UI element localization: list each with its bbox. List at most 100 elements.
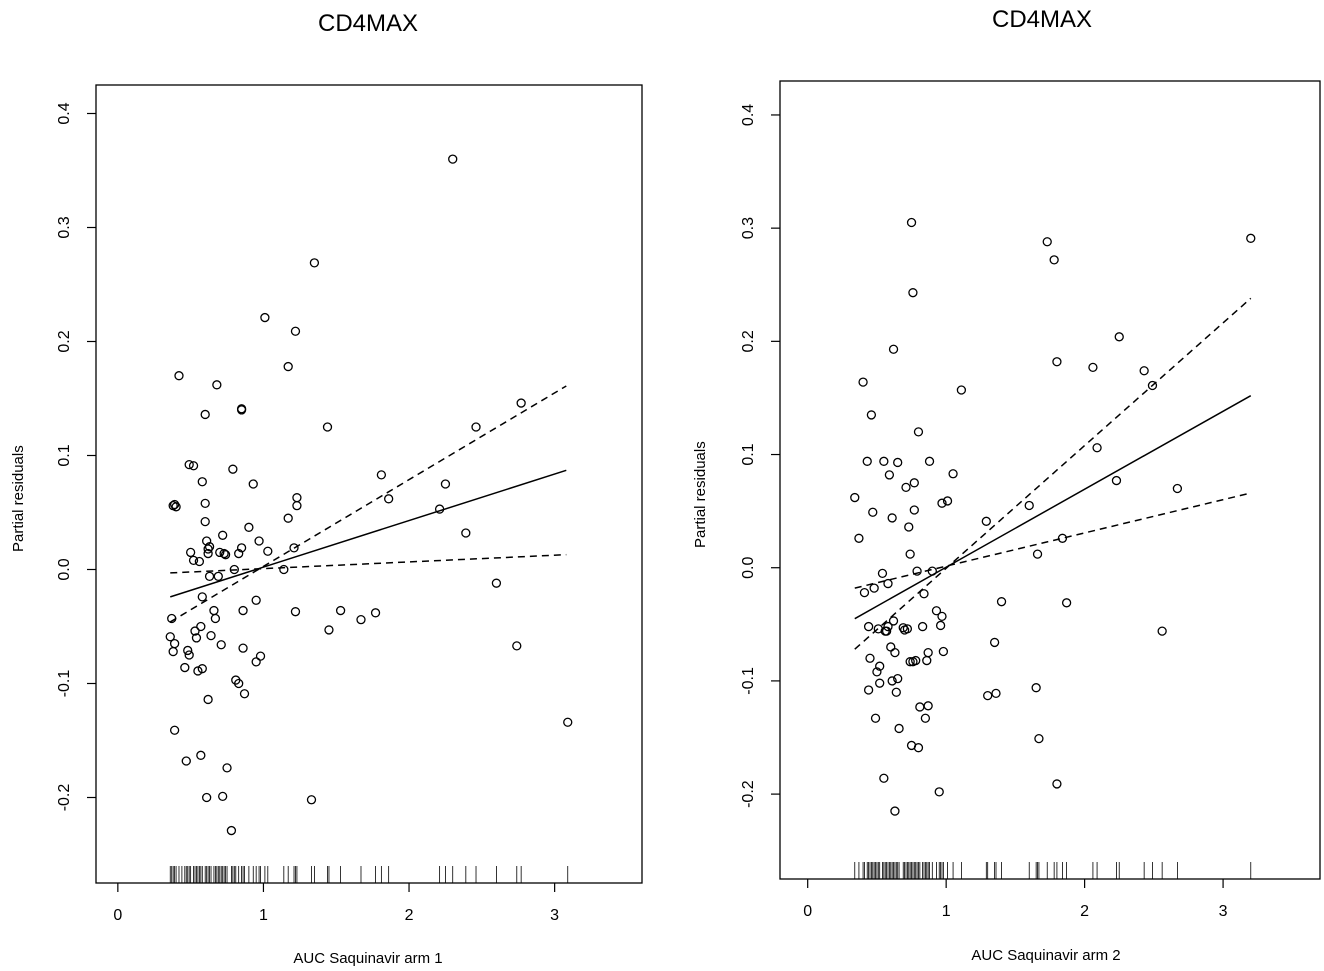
data-point bbox=[937, 611, 947, 622]
x-tick-label: 2 bbox=[405, 907, 414, 924]
data-point bbox=[879, 456, 889, 466]
data-point bbox=[1052, 779, 1062, 789]
data-point bbox=[866, 410, 877, 420]
data-point bbox=[991, 688, 1001, 699]
data-point bbox=[888, 344, 899, 354]
chart-panel-right: CD4MAX 0 1 2 3 -0.2 -0.1 0.0 0.1 0.2 0.3 0.4 Parti… bbox=[662, 0, 1324, 971]
plot-frame bbox=[95, 84, 643, 884]
data-point bbox=[190, 626, 200, 636]
data-point bbox=[1032, 549, 1043, 559]
data-point bbox=[904, 522, 914, 532]
data-point bbox=[204, 542, 215, 552]
x-axis-label: AUC Saquinavir arm 2 bbox=[971, 947, 1121, 964]
data-point bbox=[234, 678, 244, 689]
data-point bbox=[887, 676, 897, 686]
chart-title: CD4MAX bbox=[991, 6, 1093, 33]
data-point bbox=[512, 641, 522, 651]
data-point bbox=[384, 494, 394, 504]
data-point bbox=[909, 478, 919, 488]
data-point bbox=[919, 589, 929, 599]
data-point bbox=[893, 674, 903, 684]
data-point bbox=[911, 655, 921, 666]
data-point bbox=[255, 651, 266, 661]
data-point bbox=[935, 620, 946, 631]
data-point bbox=[1092, 443, 1102, 453]
data-point bbox=[197, 664, 207, 674]
data-point bbox=[923, 647, 933, 658]
data-point bbox=[234, 548, 244, 559]
data-point bbox=[931, 606, 942, 616]
fitted-line bbox=[854, 395, 1252, 620]
data-point bbox=[188, 461, 199, 471]
data-point bbox=[196, 621, 206, 632]
data-point bbox=[290, 607, 301, 617]
data-point bbox=[870, 713, 881, 723]
data-point bbox=[983, 690, 993, 701]
data-point bbox=[887, 513, 897, 523]
data-point bbox=[290, 326, 301, 336]
scatter-plot-arm-1: 0 1 2 3 -0.2 -0.1 0.0 0.1 0.2 0.3 0.4 bbox=[56, 84, 643, 924]
data-point bbox=[197, 592, 207, 602]
data-point bbox=[877, 568, 888, 579]
data-point bbox=[218, 791, 228, 802]
data-point bbox=[222, 763, 232, 773]
data-point bbox=[886, 642, 896, 652]
x-tick-label: 0 bbox=[803, 903, 812, 920]
data-point bbox=[1246, 233, 1256, 243]
y-tick-label: 0.0 bbox=[740, 557, 757, 579]
data-point bbox=[251, 657, 261, 667]
data-point bbox=[204, 571, 215, 581]
data-point bbox=[461, 528, 471, 538]
data-point bbox=[934, 787, 944, 797]
data-point bbox=[209, 605, 219, 616]
x-axis-label: AUC Saquinavir arm 1 bbox=[293, 950, 443, 967]
data-point bbox=[376, 470, 387, 480]
data-point bbox=[324, 625, 334, 635]
data-point bbox=[491, 578, 502, 588]
data-point bbox=[1139, 366, 1149, 376]
data-point bbox=[200, 498, 210, 509]
data-point bbox=[1024, 500, 1034, 511]
data-point bbox=[168, 646, 178, 657]
data-point bbox=[516, 398, 526, 408]
data-point bbox=[906, 217, 917, 228]
data-point bbox=[434, 504, 445, 514]
data-point bbox=[279, 564, 289, 575]
x-tick-label: 1 bbox=[942, 903, 951, 920]
data-point bbox=[236, 543, 247, 553]
confidence-band-line bbox=[169, 385, 567, 623]
data-point bbox=[917, 621, 928, 632]
data-point bbox=[226, 825, 237, 836]
fitted-line bbox=[170, 469, 567, 598]
data-point bbox=[180, 662, 190, 673]
data-point bbox=[927, 566, 937, 576]
data-point bbox=[309, 258, 320, 268]
data-point bbox=[915, 702, 925, 712]
data-point bbox=[292, 493, 302, 503]
confidence-band-line bbox=[170, 553, 567, 574]
data-point bbox=[872, 667, 882, 677]
data-point bbox=[888, 616, 899, 626]
data-point bbox=[169, 638, 180, 649]
data-point bbox=[1088, 362, 1098, 373]
y-axis-label: Partial residuals bbox=[10, 445, 27, 552]
x-tick-label: 2 bbox=[1080, 903, 1089, 920]
data-point bbox=[238, 605, 248, 616]
data-point bbox=[194, 556, 205, 567]
data-point bbox=[908, 288, 918, 298]
data-point bbox=[216, 640, 226, 650]
data-point bbox=[883, 621, 893, 632]
data-point bbox=[251, 595, 261, 605]
data-point bbox=[188, 555, 199, 566]
data-point bbox=[448, 154, 458, 164]
y-axis-label: Partial residuals bbox=[692, 441, 709, 548]
data-point bbox=[254, 536, 264, 546]
data-point bbox=[171, 502, 181, 512]
data-point bbox=[563, 717, 573, 727]
data-point bbox=[370, 608, 381, 618]
data-point bbox=[167, 613, 177, 624]
plot-frame bbox=[779, 80, 1321, 880]
data-point bbox=[196, 750, 206, 760]
data-point bbox=[923, 701, 933, 711]
data-point bbox=[200, 409, 210, 420]
